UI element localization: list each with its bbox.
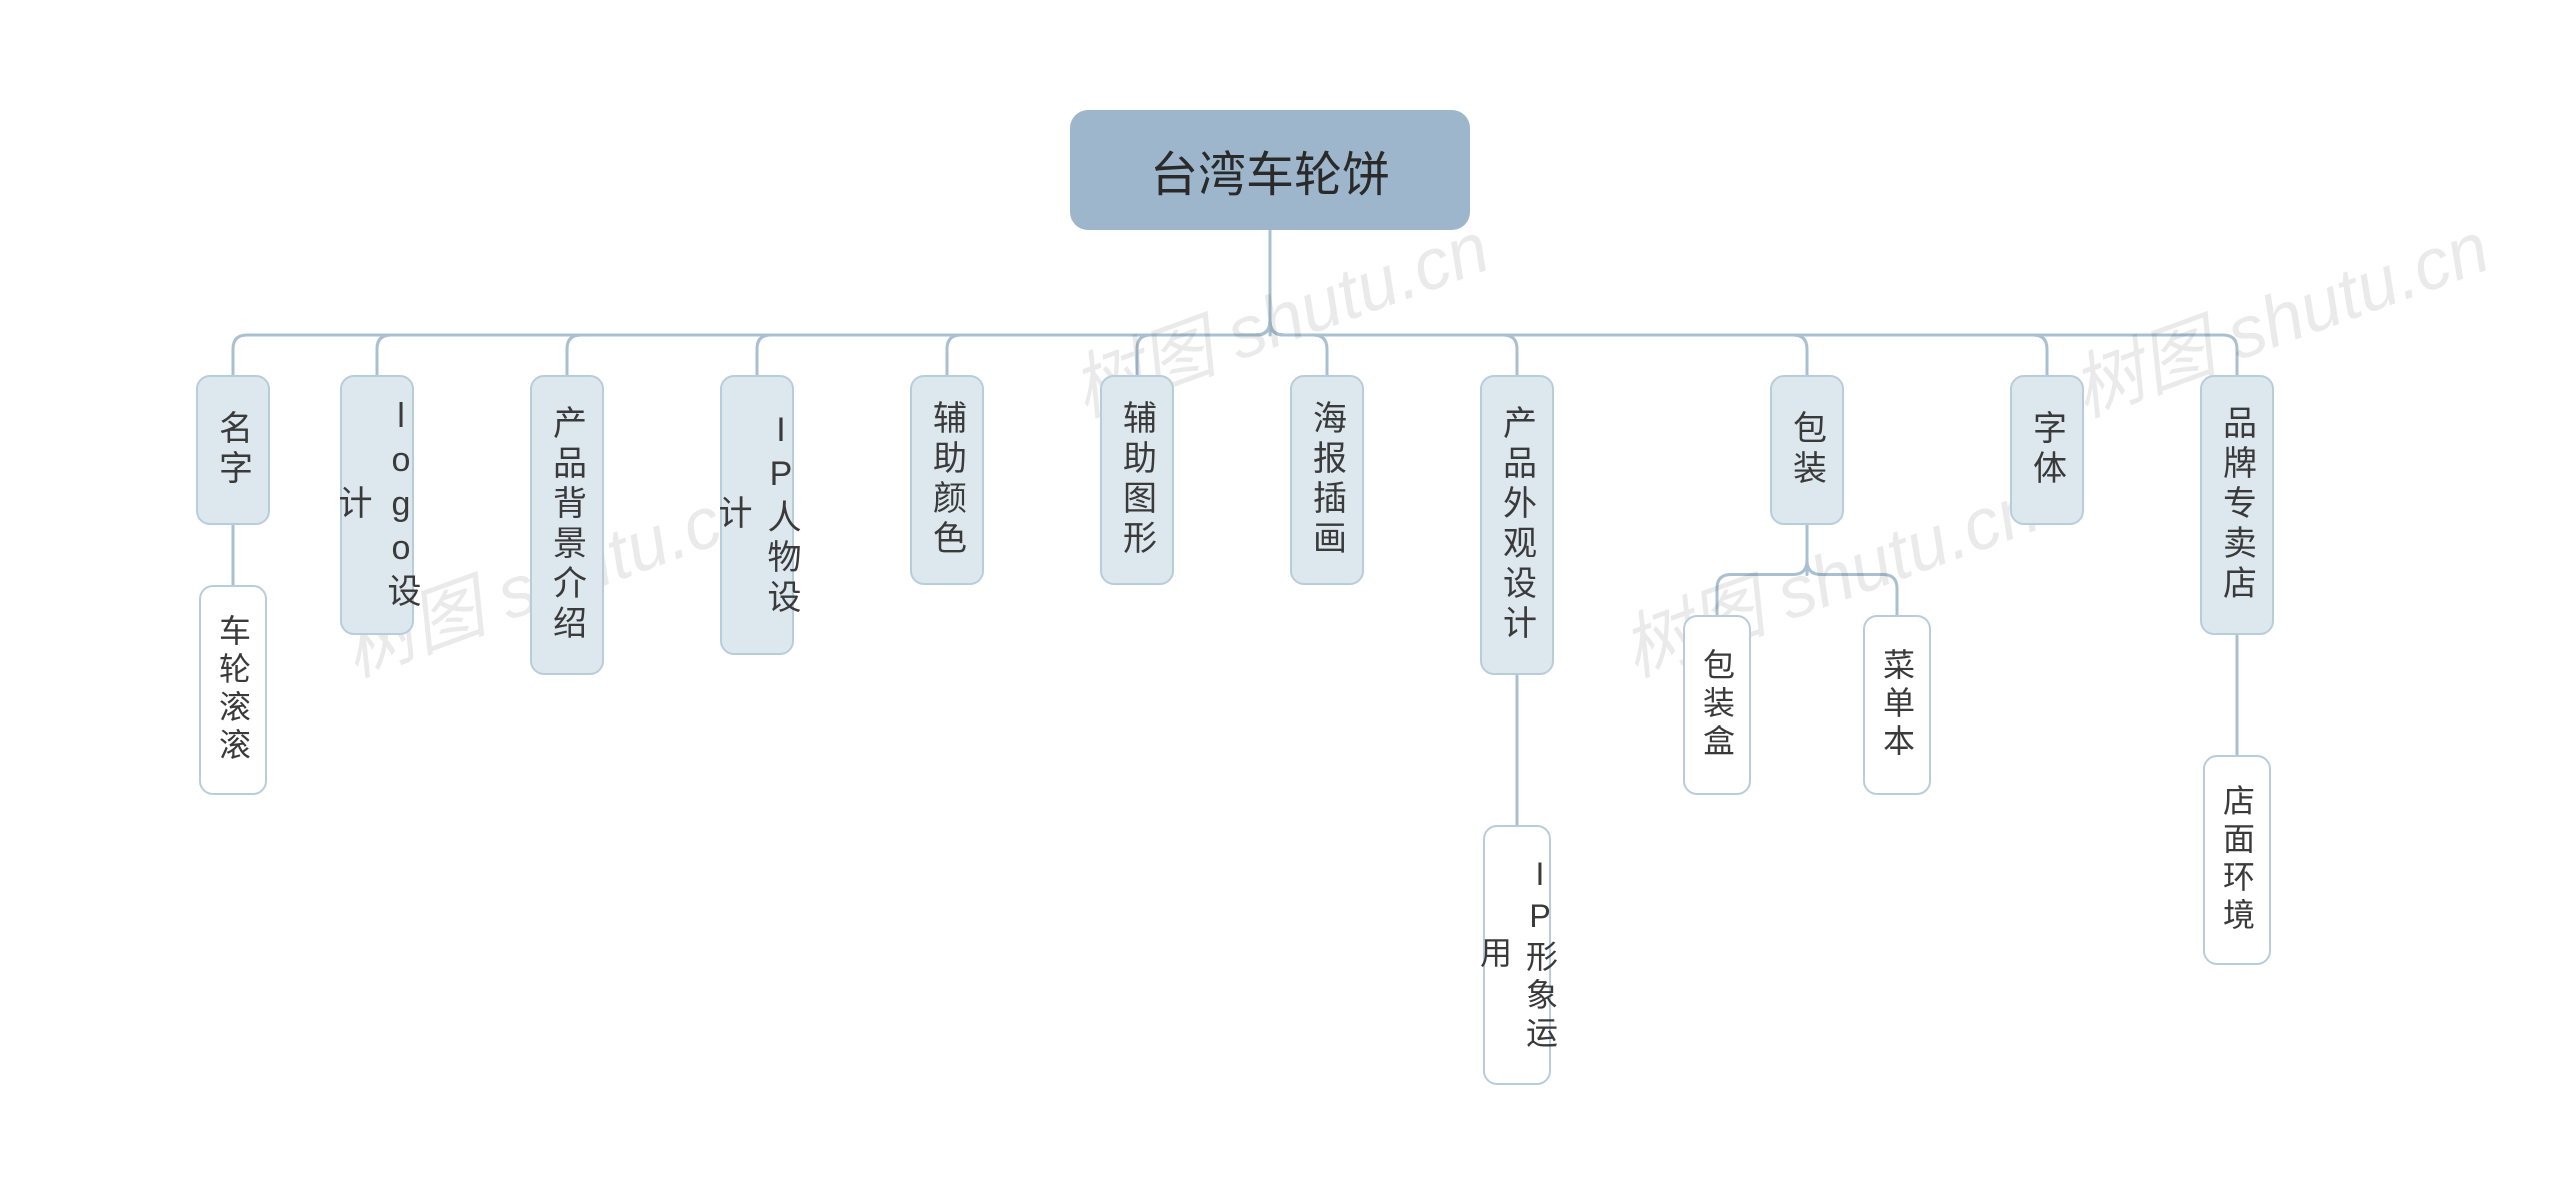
branch-node: 名字	[196, 375, 270, 525]
leaf-node: 车轮滚滚	[199, 585, 267, 795]
leaf-node: IP形象运用	[1483, 825, 1551, 1085]
branch-node: 海报插画	[1290, 375, 1364, 585]
branch-node: 包装	[1770, 375, 1844, 525]
leaf-node: 包装盒	[1683, 615, 1751, 795]
branch-node: 辅助颜色	[910, 375, 984, 585]
branch-node: 辅助图形	[1100, 375, 1174, 585]
branch-node: 产品背景介绍	[530, 375, 604, 675]
watermark: 树图 shutu.cn	[2055, 189, 2501, 437]
leaf-node: 菜单本	[1863, 615, 1931, 795]
branch-node: 字体	[2010, 375, 2084, 525]
branch-node: 品牌专卖店	[2200, 375, 2274, 635]
branch-node: 产品外观设计	[1480, 375, 1554, 675]
root-node: 台湾车轮饼	[1070, 110, 1470, 230]
leaf-node: 店面环境	[2203, 755, 2271, 965]
branch-node: IP人物设计	[720, 375, 794, 655]
branch-node: logo设计	[340, 375, 414, 635]
